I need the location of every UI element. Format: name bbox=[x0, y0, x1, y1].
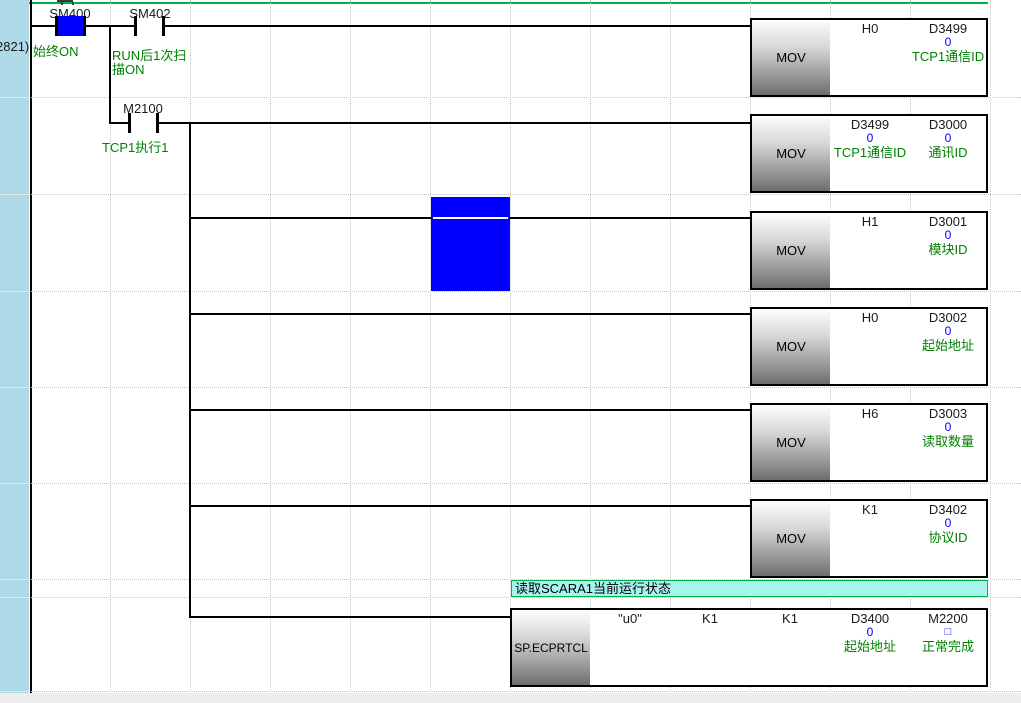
edit-cursor[interactable] bbox=[431, 197, 510, 291]
margin-separator bbox=[0, 194, 29, 195]
grid-line bbox=[990, 0, 991, 692]
margin-separator bbox=[0, 387, 29, 388]
instruction-block-mov[interactable]: MOV K1 D3402 0 协议ID bbox=[750, 499, 988, 578]
contact-bar bbox=[83, 16, 86, 36]
operand-source: K1 bbox=[862, 502, 878, 517]
rung-margin bbox=[0, 0, 29, 693]
contact-bar bbox=[134, 16, 137, 36]
margin-separator bbox=[0, 291, 29, 292]
wire bbox=[189, 409, 750, 411]
operand: K1 bbox=[702, 611, 718, 626]
wire bbox=[165, 25, 750, 27]
grid-line bbox=[31, 194, 1021, 195]
instruction-block-sp-ecprtcl[interactable]: SP.ECPRTCL "u0" K1 K1 D3400 0 起始地址 M2200… bbox=[510, 608, 988, 687]
wire bbox=[189, 313, 750, 315]
margin-separator bbox=[0, 597, 29, 598]
operand: "u0" bbox=[618, 611, 642, 626]
branch-wire bbox=[189, 122, 191, 618]
instruction-mnemonic: MOV bbox=[752, 213, 830, 288]
operand: D3400 0 起始地址 bbox=[843, 611, 896, 654]
grid-line bbox=[31, 97, 1021, 98]
wire bbox=[109, 122, 128, 124]
grid-line bbox=[350, 0, 351, 692]
operand-source: H1 bbox=[861, 214, 879, 229]
instruction-block-mov[interactable]: MOV H6 D3003 0 读取数量 bbox=[750, 403, 988, 482]
instruction-mnemonic: MOV bbox=[752, 405, 830, 480]
device-comment: TCP1执行1 bbox=[102, 140, 169, 155]
contact-bar bbox=[128, 113, 131, 133]
instruction-mnemonic: MOV bbox=[752, 309, 830, 384]
instruction-mnemonic: MOV bbox=[752, 501, 830, 576]
operand-source: H0 bbox=[861, 21, 879, 36]
wire bbox=[189, 217, 431, 219]
grid-line bbox=[270, 0, 271, 692]
operand-dest: D3499 0 TCP1通信ID bbox=[911, 21, 985, 64]
operand-dest: D3003 0 读取数量 bbox=[921, 406, 974, 449]
device-label: SM402 bbox=[129, 6, 171, 21]
margin-separator bbox=[0, 97, 29, 98]
operand-source: H6 bbox=[861, 406, 879, 421]
grid-line bbox=[31, 579, 1021, 580]
bottom-strip bbox=[0, 693, 1021, 703]
instruction-block-mov[interactable]: MOV H1 D3001 0 模块ID bbox=[750, 211, 988, 290]
instruction-mnemonic: SP.ECPRTCL bbox=[512, 610, 590, 685]
grid-line bbox=[31, 597, 1021, 598]
grid-line bbox=[670, 0, 671, 692]
operand-dest: D3001 0 模块ID bbox=[928, 214, 968, 257]
operand-dest: D3002 0 起始地址 bbox=[921, 310, 974, 353]
grid-line bbox=[31, 387, 1021, 388]
wire bbox=[189, 616, 510, 618]
grid-line bbox=[31, 291, 1021, 292]
device-label: M2100 bbox=[123, 101, 163, 116]
wire bbox=[189, 505, 750, 507]
margin-separator bbox=[0, 579, 29, 580]
grid-line bbox=[31, 483, 1021, 484]
device-comment: RUN后1次扫描ON bbox=[112, 48, 187, 77]
grid-line bbox=[590, 0, 591, 692]
rung-comment-bar[interactable]: 读取SCARA1当前运行状态 bbox=[511, 580, 988, 597]
left-bus-bar bbox=[30, 0, 32, 693]
device-comment: 始终ON bbox=[33, 44, 79, 59]
grid-line bbox=[31, 691, 1021, 692]
rung-number: 2821) bbox=[0, 39, 30, 54]
operand-dest: D3000 0 通讯ID bbox=[928, 117, 968, 160]
wire bbox=[32, 25, 56, 27]
rung-divider-line bbox=[0, 2, 988, 4]
instruction-mnemonic: MOV bbox=[752, 116, 830, 191]
grid-line bbox=[430, 0, 431, 692]
wire bbox=[433, 217, 508, 219]
instruction-block-mov[interactable]: MOV H0 D3002 0 起始地址 bbox=[750, 307, 988, 386]
contact-bar bbox=[156, 113, 159, 133]
instruction-mnemonic: MOV bbox=[752, 20, 830, 95]
grid-line bbox=[110, 0, 111, 692]
instruction-block-mov[interactable]: MOV H0 D3499 0 TCP1通信ID bbox=[750, 18, 988, 97]
operand-dest: D3402 0 协议ID bbox=[928, 502, 968, 545]
operand-source: H0 bbox=[861, 310, 879, 325]
wire bbox=[510, 217, 750, 219]
margin-separator bbox=[0, 691, 29, 692]
contact-bar bbox=[162, 16, 165, 36]
bit-state-square: □ bbox=[944, 626, 952, 638]
operand-source: D3499 0 TCP1通信ID bbox=[833, 117, 907, 160]
instruction-block-mov[interactable]: MOV D3499 0 TCP1通信ID D3000 0 通讯ID bbox=[750, 114, 988, 193]
wire bbox=[159, 122, 750, 124]
grid-line bbox=[510, 0, 511, 692]
operand: M2200 □ 正常完成 bbox=[910, 612, 986, 654]
operand: K1 bbox=[782, 611, 798, 626]
branch-wire bbox=[109, 26, 111, 124]
contact-bar bbox=[55, 16, 58, 36]
contact-on-indicator bbox=[58, 16, 83, 36]
margin-separator bbox=[0, 483, 29, 484]
